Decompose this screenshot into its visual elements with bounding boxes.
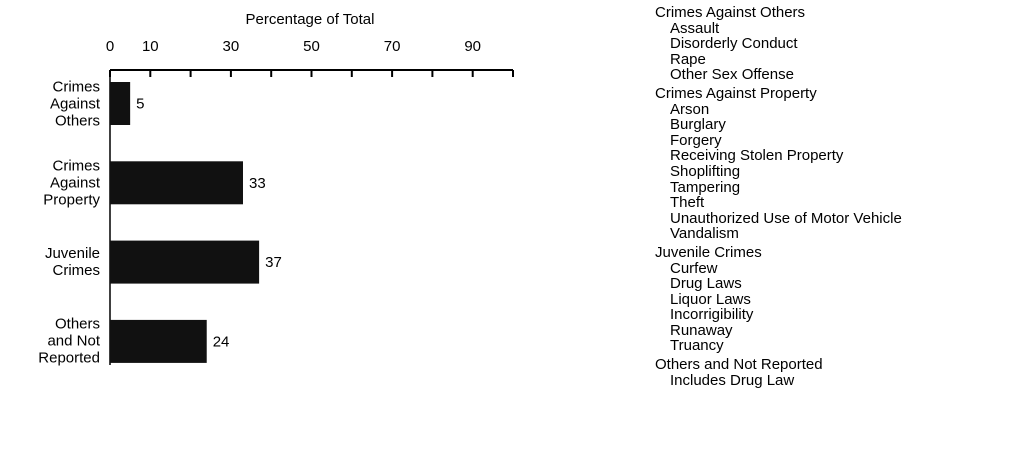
legend-item: Shoplifting <box>670 162 741 180</box>
legend-group: Crimes Against Others Assault Disorderly C… <box>655 5 902 83</box>
legend-group: Crimes Against Property Arson Burglary Forg… <box>655 86 902 242</box>
legend-item: Assault <box>670 19 720 37</box>
x-tick-label: 0 <box>106 38 114 55</box>
y-tick-label: Others and Not Reported <box>38 315 100 367</box>
legend-heading: Crimes Against Others <box>655 4 806 21</box>
legend-item: Other Sex Offense <box>670 66 794 84</box>
legend-item: Forgery <box>670 131 722 149</box>
chart: Percentage of Total 0 10 30 50 70 90 5 33 37 24 <box>106 11 514 365</box>
legend-item: Arson <box>670 100 710 118</box>
legend-item: Tampering <box>670 178 741 196</box>
legend-item: Runaway <box>670 321 733 339</box>
legend-item: Theft <box>670 194 705 212</box>
legend-item: Rape <box>670 50 706 68</box>
x-tick-label: 90 <box>464 38 481 55</box>
legend-group: Juvenile Crimes Curfew Drug Laws Liquor Law… <box>655 245 902 354</box>
data-label: 37 <box>265 254 282 271</box>
legend-item: Includes Drug Law <box>670 371 795 389</box>
legend-item: Drug Laws <box>670 275 742 293</box>
legend-item: Vandalism <box>670 225 739 243</box>
x-tick-label: 70 <box>384 38 401 55</box>
legend-heading: Crimes Against Property <box>655 84 817 102</box>
legend-item: Truancy <box>670 337 724 355</box>
legend-item: Receiving Stolen Property <box>670 147 844 165</box>
legend-item: Liquor Laws <box>670 290 751 308</box>
axis-title: Percentage of Total <box>246 11 375 28</box>
y-tick-label: Crimes Against Others <box>49 78 100 129</box>
bar <box>110 82 131 125</box>
data-label: 33 <box>249 175 266 192</box>
legend: Crimes Against Others Assault Disorderly C… <box>655 5 902 391</box>
x-tick-label: 10 <box>142 38 159 55</box>
bar <box>110 319 207 363</box>
y-tick-label: Juvenile Crimes <box>44 245 100 280</box>
x-tick-label: 50 <box>303 38 320 55</box>
legend-item: Burglary <box>670 116 726 134</box>
bar <box>110 161 243 205</box>
data-label: 5 <box>136 95 144 112</box>
legend-item: Curfew <box>670 259 718 277</box>
legend-item: Unauthorized Use of Motor Vehicle <box>670 209 902 227</box>
data-label: 24 <box>213 333 230 350</box>
legend-item: Incorrigibility <box>670 306 754 324</box>
legend-heading: Others and Not Reported <box>655 356 823 374</box>
y-tick-label: Crimes Against Property <box>43 157 100 209</box>
legend-item: Disorderly Conduct <box>670 35 798 53</box>
x-tick-label: 30 <box>223 38 240 55</box>
bar <box>110 240 260 284</box>
legend-heading: Juvenile Crimes <box>655 243 762 261</box>
legend-group: Others and Not Reported Includes Drug Law <box>655 357 902 388</box>
